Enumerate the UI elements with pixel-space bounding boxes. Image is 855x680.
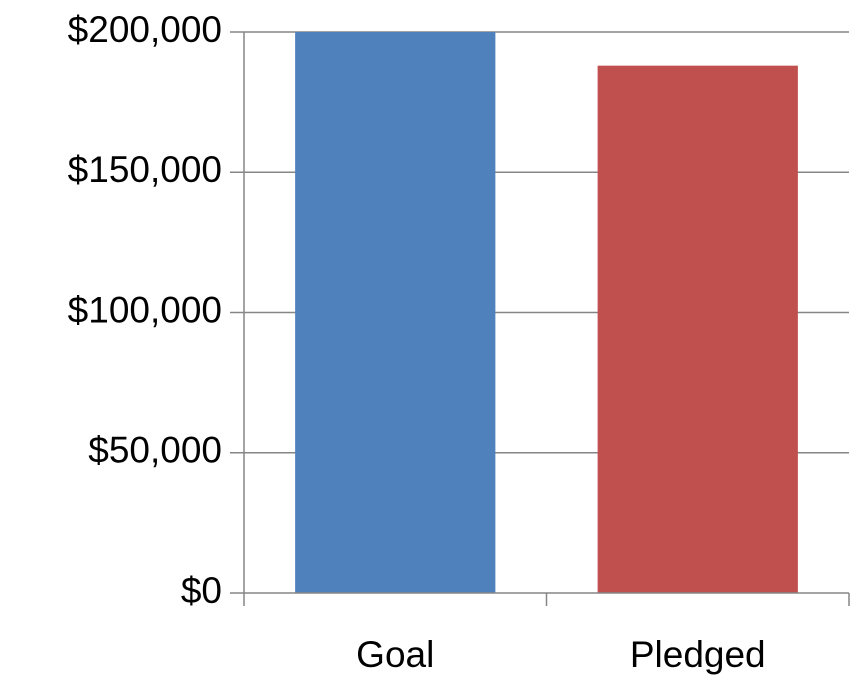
y-tick-label: $150,000 xyxy=(68,149,222,190)
bars xyxy=(295,32,798,593)
bar-pledged xyxy=(597,65,798,593)
y-tick-label: $0 xyxy=(181,570,222,611)
y-tick-label: $50,000 xyxy=(88,430,222,471)
axes xyxy=(230,31,850,606)
y-tick-label: $200,000 xyxy=(68,9,222,50)
bar-goal xyxy=(295,32,496,593)
x-category-label: Pledged xyxy=(630,634,766,675)
x-category-label: Goal xyxy=(356,634,434,675)
axis-labels: $0 $50,000 $100,000 $150,000 $200,000 Goal Ple… xyxy=(68,9,766,675)
y-tick-label: $100,000 xyxy=(68,289,222,330)
